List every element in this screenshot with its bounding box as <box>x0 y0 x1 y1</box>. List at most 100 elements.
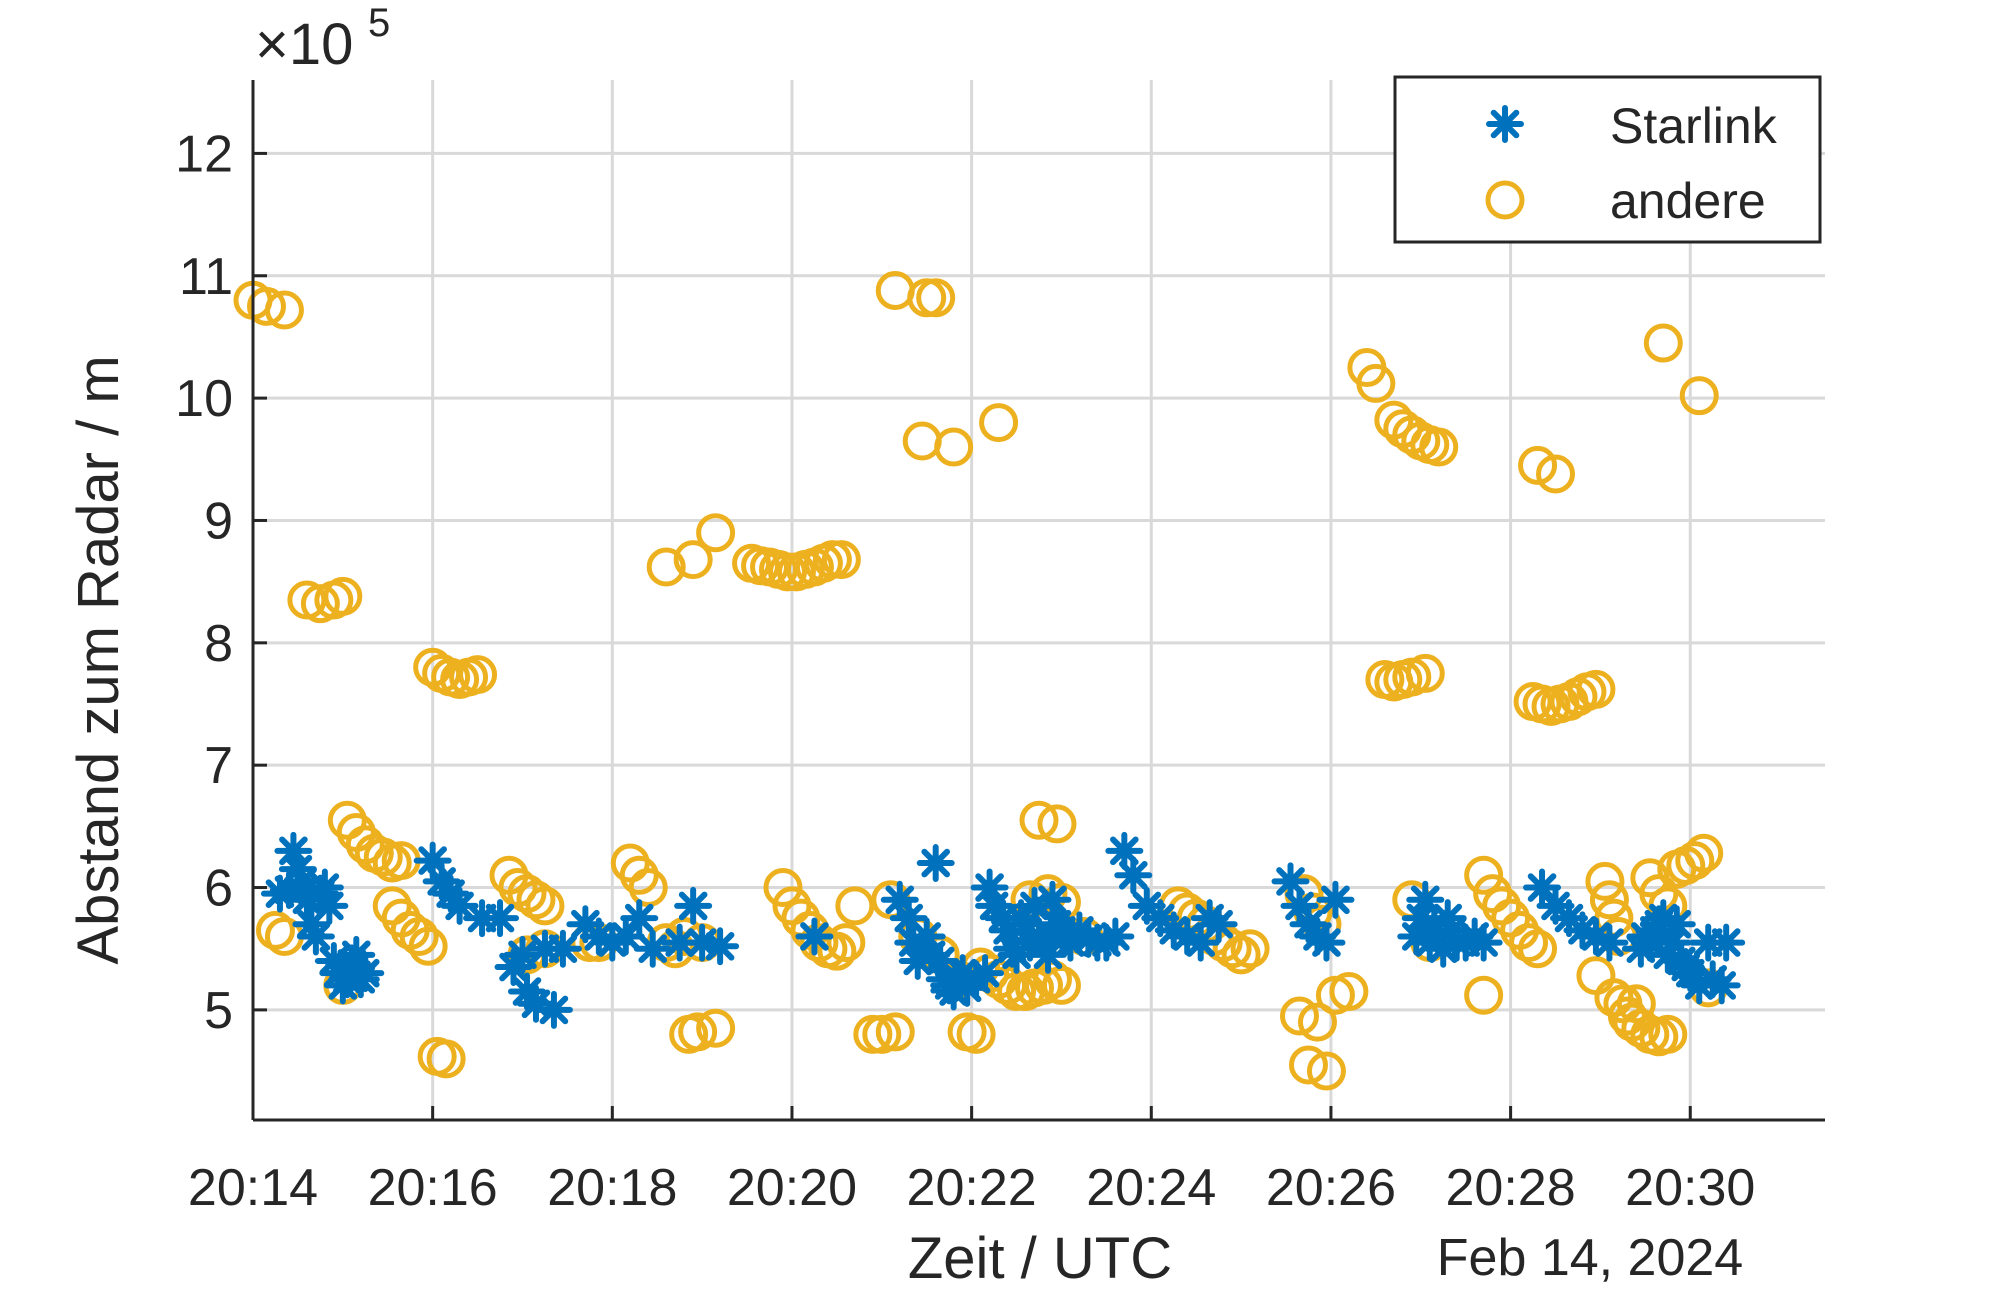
data-points <box>233 270 1746 1091</box>
starlink-point <box>1069 919 1108 958</box>
starlink-point <box>1397 917 1436 956</box>
andere-point <box>902 421 942 461</box>
starlink-point <box>1105 831 1144 870</box>
y-tick-label: 6 <box>204 860 233 918</box>
andere-point <box>1230 929 1270 969</box>
andere-point <box>678 1012 718 1052</box>
andere-point <box>1037 804 1077 844</box>
y-tick-label: 11 <box>179 248 233 306</box>
starlink-point <box>1653 923 1692 962</box>
y-axis-title: Abstand zum Radar / m <box>66 355 131 964</box>
starlink-point <box>898 941 937 980</box>
starlink-point <box>1307 923 1346 962</box>
starlink-point <box>1199 905 1238 944</box>
starlink-point <box>1630 923 1669 962</box>
legend-starlink-symbol <box>1486 105 1524 143</box>
starlink-point <box>683 923 722 962</box>
y-tick-labels: 5 6 7 8 9 10 11 12 <box>175 125 233 1039</box>
starlink-point <box>1702 966 1741 1005</box>
andere-point <box>696 1008 736 1048</box>
starlink-point <box>305 868 344 907</box>
andere-point <box>1356 363 1396 403</box>
starlink-point <box>1280 886 1319 925</box>
x-tick-label: 20:16 <box>368 1159 498 1217</box>
starlink-point <box>1680 966 1719 1005</box>
starlink-point <box>1590 923 1629 962</box>
starlink-point <box>346 954 385 993</box>
starlink-point <box>1428 899 1467 938</box>
starlink-point <box>534 990 573 1029</box>
starlink-point <box>1024 923 1063 962</box>
starlink-point <box>889 899 928 938</box>
andere-point <box>835 886 875 926</box>
starlink-point <box>269 870 308 909</box>
andere-point <box>264 290 304 330</box>
andere-point <box>916 278 956 318</box>
y-exponent-prefix: ×10 <box>255 12 353 77</box>
starlink-point <box>1424 929 1463 968</box>
starlink-point <box>413 841 452 880</box>
andere-point <box>875 1012 915 1052</box>
starlink-point <box>1271 862 1310 901</box>
starlink-point <box>440 886 479 925</box>
starlink-point <box>1644 899 1683 938</box>
starlink-point <box>1168 917 1207 956</box>
starlink-point <box>1406 880 1445 919</box>
andere-point <box>875 270 915 310</box>
date-label: Feb 14, 2024 <box>1437 1229 1743 1287</box>
andere-point <box>363 837 403 877</box>
andere-point <box>934 427 974 467</box>
starlink-point <box>1563 911 1602 950</box>
andere-point <box>1288 1045 1328 1085</box>
andere-point <box>1280 996 1320 1036</box>
starlink-point <box>1464 923 1503 962</box>
starlink-point <box>1154 911 1193 950</box>
andere-point <box>862 1014 902 1054</box>
andere-point <box>1616 984 1656 1024</box>
andere-point <box>1405 653 1445 693</box>
starlink-point <box>1657 905 1696 944</box>
y-tick-label: 9 <box>204 492 233 550</box>
andere-point <box>1576 956 1616 996</box>
starlink-point <box>1648 935 1687 974</box>
x-tick-label: 20:14 <box>188 1159 318 1217</box>
x-tick-label: 20:24 <box>1086 1159 1216 1217</box>
andere-point <box>1679 376 1719 416</box>
andere-point <box>821 540 861 580</box>
grid-lines <box>251 80 1825 1120</box>
starlink-point <box>260 874 299 913</box>
starlink-point <box>1028 935 1067 974</box>
andere-point <box>1019 800 1059 840</box>
andere-point <box>246 286 286 326</box>
andere-point <box>1464 975 1504 1015</box>
starlink-point <box>543 929 582 968</box>
andere-point <box>979 403 1019 443</box>
andere-point <box>1221 935 1261 975</box>
andere-point <box>1684 833 1724 873</box>
x-tick-label: 20:28 <box>1446 1159 1576 1217</box>
andere-point <box>696 513 736 553</box>
legend-label-andere: andere <box>1610 173 1766 229</box>
andere-point <box>956 1014 996 1054</box>
andere-point <box>1589 880 1629 920</box>
andere-point <box>516 880 556 920</box>
starlink-point <box>516 984 555 1023</box>
starlink-point <box>916 844 955 883</box>
starlink-point <box>337 935 376 974</box>
starlink-point <box>1401 899 1440 938</box>
andere-point <box>1297 1002 1337 1042</box>
starlink-point <box>894 923 933 962</box>
starlink-point <box>633 929 672 968</box>
andere-point <box>1675 841 1715 881</box>
andere-point <box>1329 972 1369 1012</box>
andere-point <box>673 540 713 580</box>
starlink-point <box>1415 905 1454 944</box>
starlink-point <box>1576 917 1615 956</box>
y-exponent-label: ×10 5 <box>255 1 390 77</box>
starlink-point <box>1015 886 1054 925</box>
andere-point <box>826 923 866 963</box>
legend-label-starlink: Starlink <box>1610 98 1778 154</box>
x-tick-labels: 20:14 20:16 20:18 20:20 20:22 20:24 20:26 20:28… <box>188 1159 1755 1217</box>
andere-point <box>408 926 448 966</box>
